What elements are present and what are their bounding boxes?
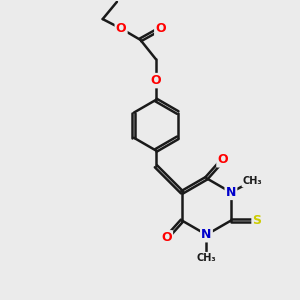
Text: N: N bbox=[226, 186, 236, 199]
Text: O: O bbox=[161, 231, 172, 244]
Text: CH₃: CH₃ bbox=[242, 176, 262, 186]
Text: CH₃: CH₃ bbox=[197, 253, 216, 263]
Text: O: O bbox=[218, 153, 228, 166]
Text: O: O bbox=[151, 74, 161, 87]
Text: S: S bbox=[253, 214, 262, 227]
Text: O: O bbox=[116, 22, 126, 35]
Text: N: N bbox=[201, 228, 212, 241]
Text: O: O bbox=[155, 22, 166, 35]
